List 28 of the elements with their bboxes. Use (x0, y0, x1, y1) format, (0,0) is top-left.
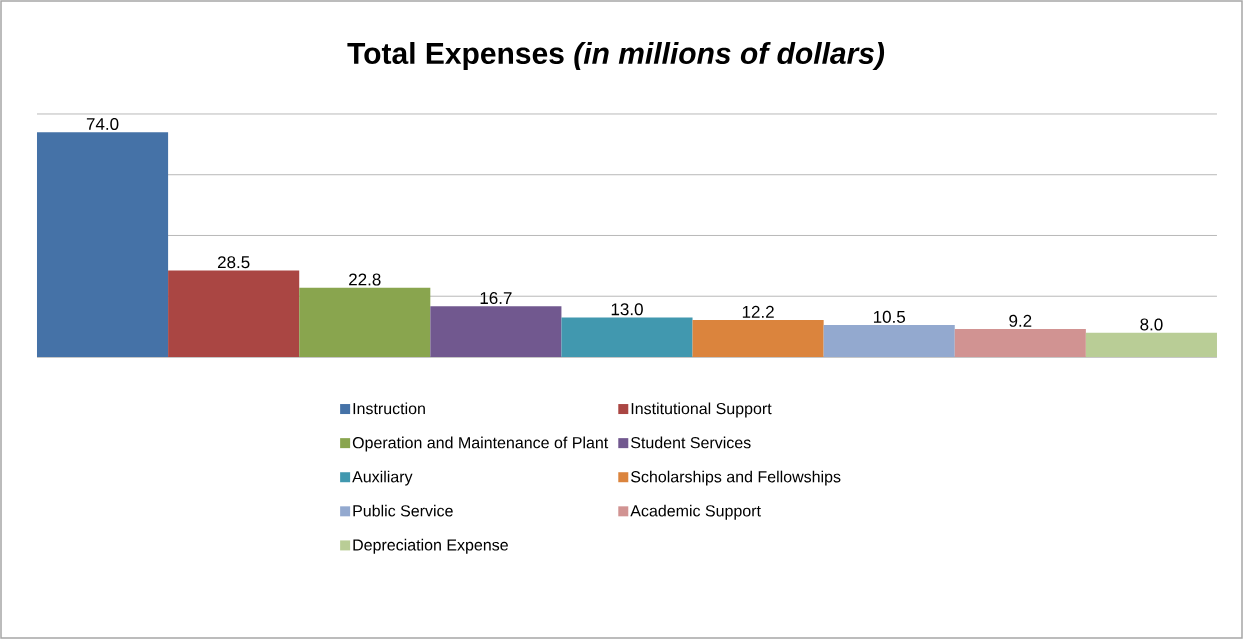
bar (823, 325, 955, 357)
bar (36, 132, 169, 357)
legend-label: Academic Support (630, 504, 761, 520)
bar (168, 270, 300, 357)
chart-title: Total Expenses (in millions of dollars) (347, 42, 885, 70)
data-label: 22.8 (349, 273, 381, 286)
data-label: 28.5 (217, 256, 250, 269)
data-label: 9.2 (1009, 314, 1032, 327)
bar (1085, 332, 1217, 357)
data-label: 16.7 (480, 292, 512, 305)
data-label: 8.0 (1140, 318, 1163, 331)
legend-label: Instruction (353, 402, 425, 415)
bar (561, 317, 693, 357)
legend-label: Student Services (631, 436, 751, 449)
data-label: 12.2 (742, 305, 774, 318)
data-label: 74.0 (86, 117, 119, 131)
bar (430, 306, 562, 357)
legend-label: Public Service (353, 504, 453, 517)
legend-label: Scholarships and Fellowships (631, 470, 841, 486)
data-label: 13.0 (611, 303, 643, 316)
legend-label: Auxiliary (352, 470, 413, 486)
bar (954, 329, 1086, 357)
data-label: 10.5 (873, 310, 906, 323)
legend-label: Institutional Support (631, 402, 772, 418)
legend-label: Operation and Maintenance of Plant (352, 436, 609, 452)
bar (692, 319, 824, 357)
bar (299, 287, 431, 357)
legend-label: Depreciation Expense (353, 538, 508, 554)
